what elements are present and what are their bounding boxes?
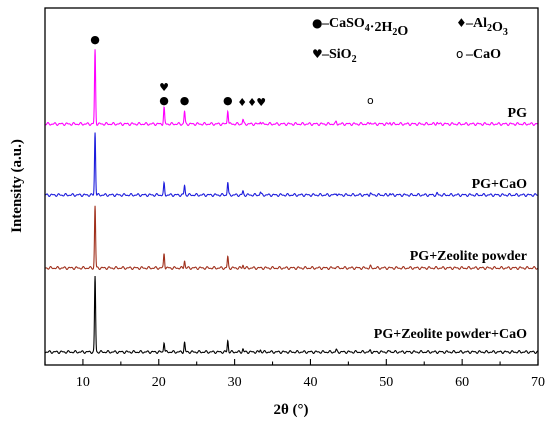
legend: ● –CaSO4·2H2O ♦ –Al2O3 ♥ –SiO2 o –CaO: [312, 16, 508, 65]
circle-icon: o: [456, 47, 463, 61]
series-label-3: PG+Zeolite powder: [410, 249, 527, 264]
series-label-1: PG: [508, 106, 528, 121]
series-line-4: [44, 276, 538, 355]
x-tick-label-60: 60: [455, 375, 469, 390]
x-tick-label-20: 20: [152, 375, 166, 390]
diamond-icon: ♦: [456, 16, 467, 30]
x-tick-label-10: 10: [76, 375, 90, 390]
series-label-4: PG+Zeolite powder+CaO: [374, 327, 527, 342]
peak-marker-dot-icon: ●: [180, 94, 190, 107]
legend-label-1: –CaSO4·2H2O: [321, 16, 408, 39]
series-layer: [44, 49, 539, 355]
x-tick-label-70: 70: [531, 375, 545, 390]
x-tick-label-50: 50: [379, 375, 393, 390]
x-tick-label-40: 40: [303, 375, 317, 390]
x-tick-layer: 10 20 30 40 50 60 70: [44, 359, 545, 390]
series-label-2: PG+CaO: [472, 177, 528, 192]
peak-marker-dot-icon: ●: [223, 94, 233, 107]
x-tick-label-30: 30: [228, 375, 242, 390]
plot-frame: [44, 7, 539, 366]
series-line-1: [44, 49, 539, 127]
series-line-2: [44, 132, 538, 198]
peak-marker-diamond-icon: ♦: [247, 96, 257, 109]
y-axis-title: Intensity (a.u.): [9, 139, 25, 233]
peak-marker-heart-icon: ♥: [256, 96, 266, 109]
peak-marker-circle-icon: o: [367, 94, 374, 107]
legend-label-3: –SiO2: [321, 47, 357, 65]
legend-label-2: –Al2O3: [465, 16, 508, 38]
legend-label-4: –CaO: [465, 47, 501, 62]
x-axis-title: 2θ (°): [273, 402, 308, 418]
heart-icon: ♥: [312, 47, 323, 61]
peak-marker-dot-icon: ●: [90, 33, 100, 46]
series-line-3: [44, 205, 539, 271]
dot-icon: ●: [312, 16, 322, 30]
peak-marker-heart-icon: ♥: [159, 81, 169, 94]
peak-marker-layer: ●●♥● ● ♦ ♦ ♥ o: [90, 33, 374, 109]
peak-marker-dot-icon: ●: [159, 94, 169, 107]
peak-marker-diamond-icon: ♦: [237, 96, 247, 109]
series-label-layer: PG PG+CaO PG+Zeolite powder PG+Zeolite powd…: [374, 106, 527, 342]
